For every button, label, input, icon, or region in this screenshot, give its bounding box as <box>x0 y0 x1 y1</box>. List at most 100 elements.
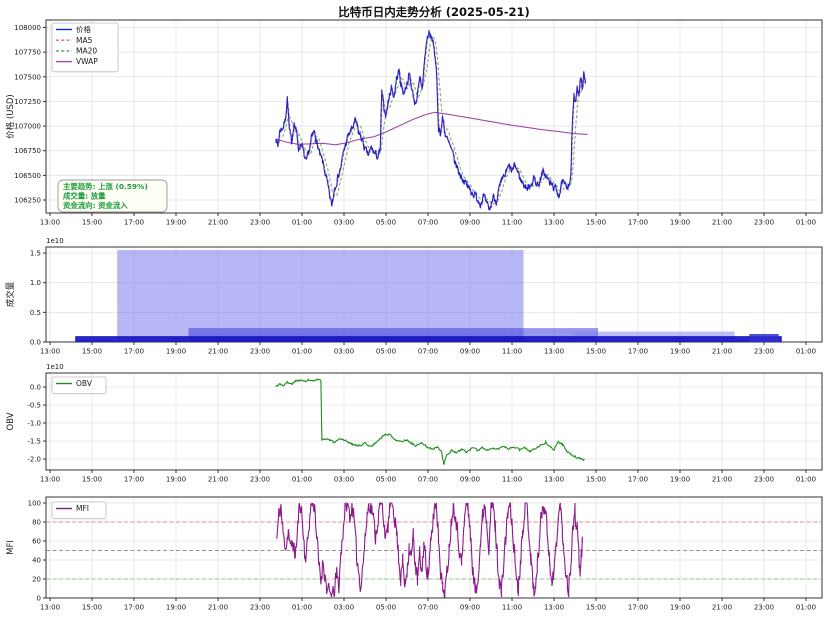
svg-text:21:00: 21:00 <box>712 604 732 612</box>
x-tick-labels: 13:00 15:00 17:00 19:00 21:00 23:00 01:00 03:00… <box>40 213 816 227</box>
svg-text:01:00: 01:00 <box>292 219 312 227</box>
svg-text:01:00: 01:00 <box>796 348 816 356</box>
svg-text:107750: 107750 <box>14 49 41 57</box>
svg-text:09:00: 09:00 <box>460 219 480 227</box>
svg-text:0.0: 0.0 <box>30 339 41 347</box>
svg-text:05:00: 05:00 <box>376 219 396 227</box>
y-tick-labels: 0.0 0.5 1.0 1.5 <box>30 250 46 347</box>
svg-text:106750: 106750 <box>14 147 41 155</box>
mfi-series <box>276 501 583 598</box>
x-tick-labels: 13:00 15:00 17:00 19:00 21:00 23:00 01:00 03:00… <box>40 470 816 484</box>
svg-text:0: 0 <box>37 595 41 603</box>
svg-text:21:00: 21:00 <box>208 476 228 484</box>
y-axis-label: 价格 (USD) <box>5 94 16 139</box>
svg-text:17:00: 17:00 <box>628 219 648 227</box>
legend-label: MA5 <box>76 36 93 45</box>
legend-label: OBV <box>76 379 93 388</box>
svg-text:13:00: 13:00 <box>40 604 60 612</box>
svg-text:05:00: 05:00 <box>376 604 396 612</box>
svg-text:19:00: 19:00 <box>670 604 690 612</box>
y-tick-labels: 0 20 40 60 80 100 <box>28 500 46 603</box>
svg-text:20: 20 <box>32 576 41 584</box>
svg-text:03:00: 03:00 <box>334 219 354 227</box>
svg-text:23:00: 23:00 <box>250 219 270 227</box>
svg-text:01:00: 01:00 <box>292 348 312 356</box>
y-tick-labels: 106250 106500 106750 107000 107250 107500 1077… <box>14 24 46 205</box>
offset-label: 1e10 <box>46 237 64 245</box>
svg-text:15:00: 15:00 <box>82 604 102 612</box>
svg-text:13:00: 13:00 <box>40 219 60 227</box>
y-axis-label: OBV <box>6 412 16 430</box>
svg-text:21:00: 21:00 <box>712 348 732 356</box>
obv-legend: OBV <box>51 376 107 395</box>
svg-text:01:00: 01:00 <box>796 604 816 612</box>
svg-text:17:00: 17:00 <box>124 219 144 227</box>
svg-text:21:00: 21:00 <box>712 476 732 484</box>
svg-text:23:00: 23:00 <box>250 348 270 356</box>
svg-text:07:00: 07:00 <box>418 219 438 227</box>
svg-text:-0.5: -0.5 <box>27 402 41 410</box>
svg-text:11:00: 11:00 <box>502 219 522 227</box>
svg-text:23:00: 23:00 <box>754 219 774 227</box>
vwap-line <box>275 111 588 146</box>
svg-text:107000: 107000 <box>14 123 41 131</box>
svg-text:09:00: 09:00 <box>460 476 480 484</box>
svg-text:07:00: 07:00 <box>418 604 438 612</box>
svg-text:15:00: 15:00 <box>82 348 102 356</box>
svg-text:23:00: 23:00 <box>250 476 270 484</box>
svg-text:11:00: 11:00 <box>502 348 522 356</box>
annotation-line: 成交量: 放量 <box>63 192 106 201</box>
svg-text:17:00: 17:00 <box>628 476 648 484</box>
mfi-legend: MFI <box>51 501 107 520</box>
volume-block <box>75 336 782 342</box>
legend-label: MA20 <box>76 47 97 56</box>
svg-text:13:00: 13:00 <box>544 604 564 612</box>
svg-text:03:00: 03:00 <box>334 604 354 612</box>
svg-text:19:00: 19:00 <box>166 476 186 484</box>
y-axis-label: 成交量 <box>5 281 16 307</box>
svg-text:15:00: 15:00 <box>586 219 606 227</box>
chart-title: 比特币日内走势分析 (2025-05-21) <box>338 5 530 19</box>
svg-text:09:00: 09:00 <box>460 348 480 356</box>
svg-text:19:00: 19:00 <box>670 219 690 227</box>
svg-text:80: 80 <box>32 519 41 527</box>
legend-label: 价格 <box>76 24 91 34</box>
svg-text:11:00: 11:00 <box>502 604 522 612</box>
mfi-panel: 13:00 15:00 17:00 19:00 21:00 23:00 01:00 03:00… <box>6 496 823 612</box>
svg-text:0.5: 0.5 <box>30 309 41 317</box>
svg-text:23:00: 23:00 <box>754 604 774 612</box>
svg-text:107500: 107500 <box>14 73 41 81</box>
price-panel: 13:00 15:00 17:00 19:00 21:00 23:00 01:00 03:00… <box>5 19 823 227</box>
grid <box>46 373 822 470</box>
svg-text:03:00: 03:00 <box>334 476 354 484</box>
volume-bars <box>75 250 782 342</box>
svg-text:13:00: 13:00 <box>544 219 564 227</box>
svg-text:106250: 106250 <box>14 197 41 205</box>
svg-text:23:00: 23:00 <box>250 604 270 612</box>
svg-text:-1.0: -1.0 <box>27 420 41 428</box>
legend-label: VWAP <box>76 57 98 66</box>
svg-text:07:00: 07:00 <box>418 348 438 356</box>
obv-panel: 13:00 15:00 17:00 19:00 21:00 23:00 01:00 03:00… <box>6 363 823 484</box>
svg-text:05:00: 05:00 <box>376 476 396 484</box>
svg-text:108000: 108000 <box>14 24 41 32</box>
svg-text:17:00: 17:00 <box>124 604 144 612</box>
svg-text:07:00: 07:00 <box>418 476 438 484</box>
svg-text:05:00: 05:00 <box>376 348 396 356</box>
svg-text:100: 100 <box>28 500 41 508</box>
svg-text:23:00: 23:00 <box>754 348 774 356</box>
svg-text:17:00: 17:00 <box>628 604 648 612</box>
annotation-line: 资金流向: 资金流入 <box>63 201 128 210</box>
x-tick-labels: 13:00 15:00 17:00 19:00 21:00 23:00 01:00 03:00… <box>40 598 816 612</box>
svg-text:17:00: 17:00 <box>124 476 144 484</box>
svg-text:0.0: 0.0 <box>30 384 41 392</box>
svg-text:21:00: 21:00 <box>712 219 732 227</box>
svg-text:17:00: 17:00 <box>628 348 648 356</box>
svg-text:19:00: 19:00 <box>670 476 690 484</box>
obv-series <box>275 377 585 465</box>
svg-text:13:00: 13:00 <box>40 348 60 356</box>
price-series <box>275 29 588 211</box>
svg-text:03:00: 03:00 <box>334 348 354 356</box>
svg-text:01:00: 01:00 <box>292 476 312 484</box>
